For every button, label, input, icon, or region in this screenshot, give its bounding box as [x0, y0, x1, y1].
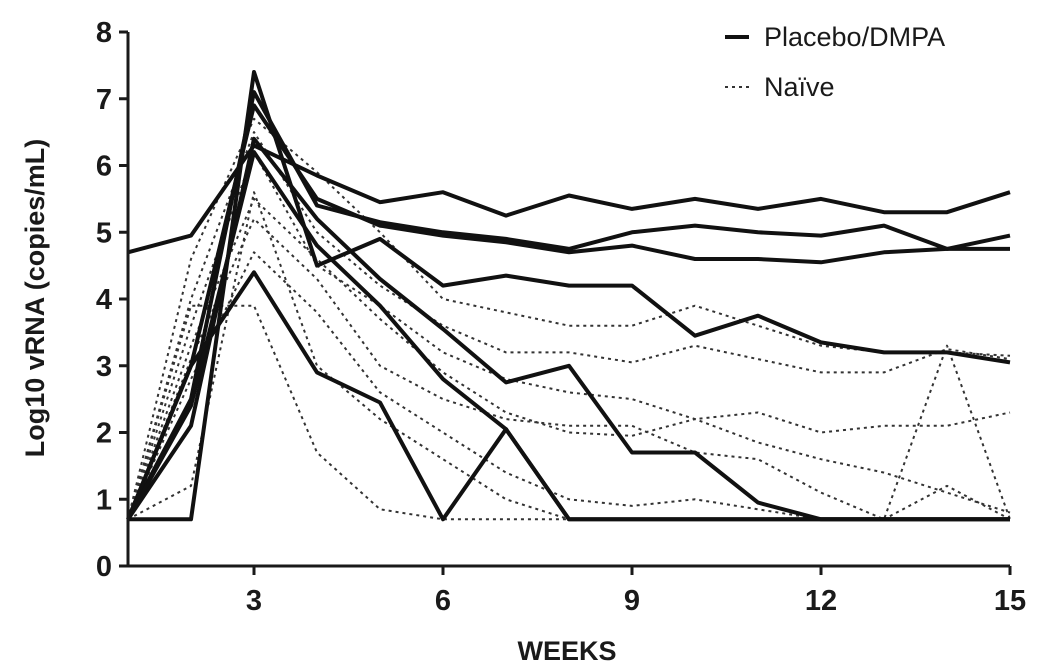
y-tick-label: 7	[96, 84, 112, 116]
y-tick-label: 8	[96, 17, 112, 49]
y-tick-label: 5	[96, 217, 112, 249]
placebo-dmpa-line-2	[126, 90, 1010, 521]
x-tick-label: 12	[805, 585, 837, 617]
x-tick-label: 9	[624, 585, 640, 617]
naive-line-9	[127, 131, 1011, 520]
x-tick-label: 6	[435, 585, 451, 617]
y-tick-label: 0	[96, 551, 112, 583]
x-tick-label: 15	[994, 585, 1026, 617]
y-tick-label: 4	[96, 284, 112, 316]
series-layer	[126, 70, 1011, 522]
legend-label-naive: Naïve	[764, 72, 835, 102]
placebo-dmpa-line-3	[126, 103, 1011, 521]
x-tick-label: 3	[246, 585, 262, 617]
naive-line-14	[127, 191, 1011, 521]
x-axis-title: WEEKS	[517, 636, 616, 666]
naive-line-15	[127, 304, 1010, 521]
placebo-dmpa-line-4	[128, 70, 1011, 522]
y-tick-label: 2	[96, 418, 112, 450]
legend: Placebo/DMPA Naïve	[725, 22, 945, 102]
placebo-dmpa-line-7	[126, 270, 1010, 522]
y-axis-title: Log10 vRNA (copies/mL)	[20, 139, 50, 458]
placebo-dmpa-line-1	[127, 143, 1011, 255]
naive-line-13	[127, 251, 1010, 521]
y-tick-label: 1	[96, 484, 112, 516]
y-tick-label: 3	[96, 351, 112, 383]
naive-line-11	[127, 197, 1011, 520]
y-tick-label: 6	[96, 151, 112, 183]
naive-line-8	[127, 117, 1011, 520]
legend-label-placebo-dmpa: Placebo/DMPA	[764, 22, 945, 52]
